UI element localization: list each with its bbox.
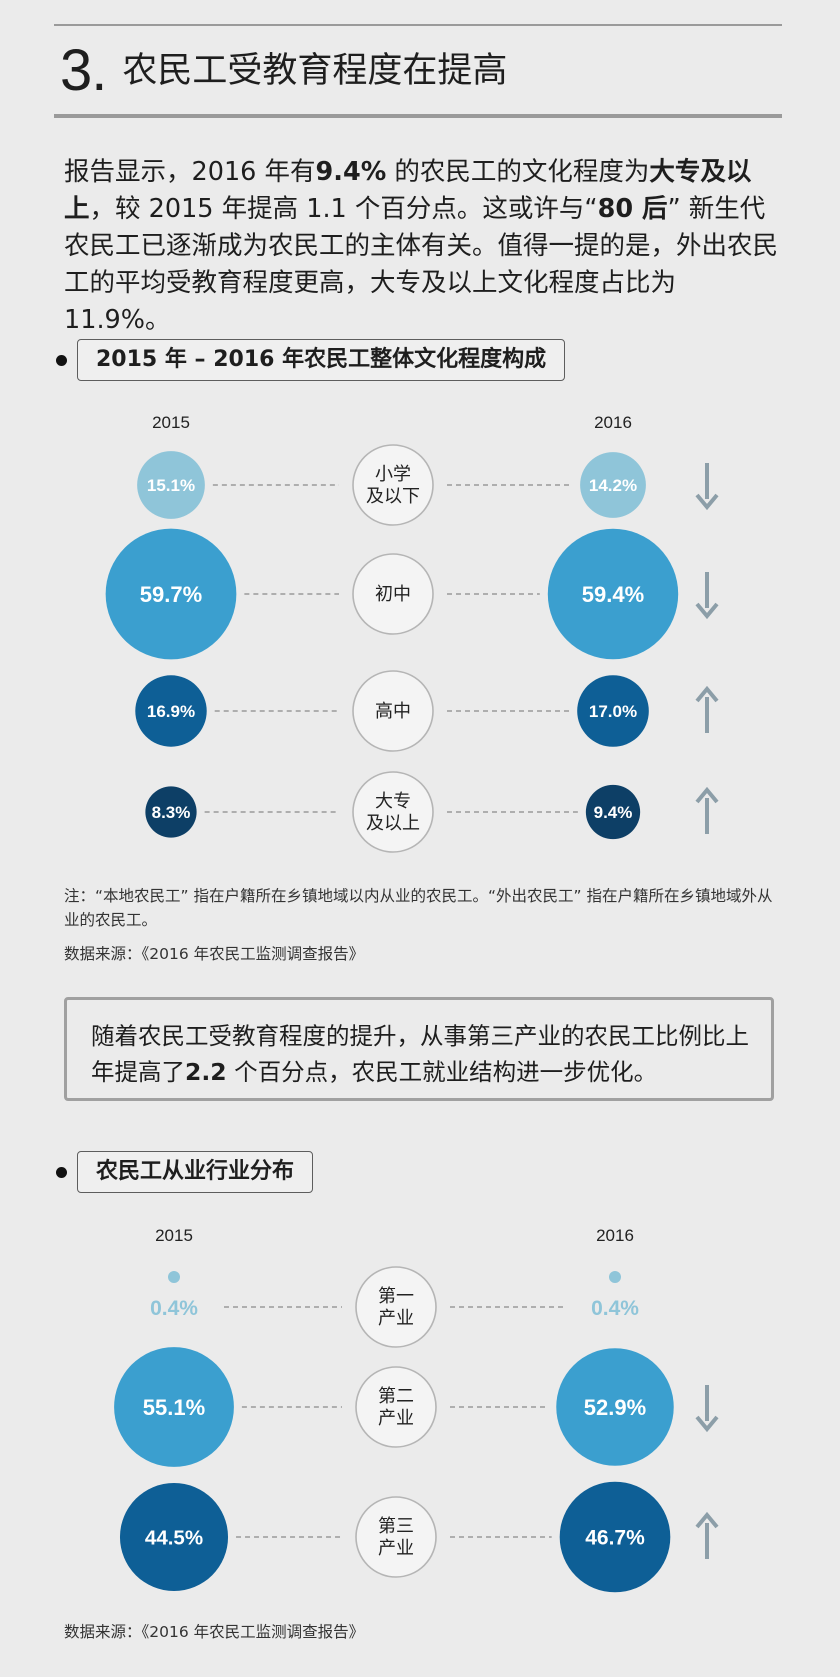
bubble-2016 [556,1348,674,1466]
value-label-2015: 55.1% [143,1395,205,1420]
value-label-2016: 0.4% [591,1297,639,1320]
callout-text-2: 个百分点，农民工就业结构进一步优化。 [226,1058,658,1086]
bubble-2015 [168,1271,180,1283]
section2-header: 农民工从业行业分布 [56,1151,314,1193]
section-title: 农民工受教育程度在提高 [122,50,508,91]
year-label-2016: 2016 [594,413,632,432]
value-label-2016: 52.9% [584,1395,646,1420]
value-label-2015: 59.7% [140,582,202,607]
page-title: 3. 农民工受教育程度在提高 [60,36,507,106]
arrow-up-icon [695,1511,719,1529]
value-label-2015: 16.9% [147,702,195,721]
chart2-source: 数据来源：《2016 年农民工监测调查报告》 [64,1623,365,1641]
bubble-2016 [585,784,641,840]
category-label: 及以下 [366,486,420,506]
intro-highlight-3: 80 后 [597,194,668,224]
value-label-2015: 0.4% [150,1297,198,1320]
bubble-2016 [580,452,646,518]
category-circle [352,444,434,526]
value-label-2015: 15.1% [147,476,195,495]
bullet-icon [56,354,67,366]
category-circle [355,1266,437,1348]
value-label-2016: 14.2% [589,476,637,495]
chart1-source: 数据来源：《2016 年农民工监测调查报告》 [64,945,365,963]
category-label: 高中 [375,701,411,721]
bullet-icon [56,1166,67,1178]
category-label: 第二 [378,1386,414,1406]
value-label-2016: 46.7% [585,1527,645,1550]
category-circle [355,1496,437,1578]
bubble-2015 [145,786,197,838]
value-label-2016: 59.4% [582,582,644,607]
arrow-up-icon [695,685,719,703]
bubble-2016 [559,1481,671,1593]
arrow-up-icon [695,786,719,804]
category-circle [355,1366,437,1448]
section2-heading: 农民工从业行业分布 [77,1151,314,1193]
intro-text-3: ，较 2015 年提高 1.1 个百分点。这或许与“ [89,194,598,224]
title-rule [54,114,782,118]
value-label-2016: 17.0% [589,702,637,721]
category-label: 第一 [378,1286,414,1306]
callout-highlight: 2.2 [185,1058,227,1086]
intro-highlight-2: 大专及以上 [64,157,752,224]
category-label: 第三 [378,1516,414,1536]
value-label-2015: 8.3% [152,803,191,822]
value-label-2015: 44.5% [145,1526,203,1549]
category-label: 初中 [375,584,411,604]
year-label-2015: 2015 [155,1226,193,1245]
year-label-2015: 2015 [152,413,190,432]
chart1-note: 注：“本地农民工” 指在户籍所在乡镇地域以内从业的农民工。“外出农民工” 指在户… [64,887,773,929]
category-label: 小学 [375,464,411,484]
bubble-2015 [137,451,205,519]
bubble-2015 [114,1347,234,1467]
section1-header: 2015 年 – 2016 年农民工整体文化程度构成 [56,339,566,381]
intro-paragraph: 报告显示，2016 年有9.4% 的农民工的文化程度为大专及以上，较 2015 … [64,154,784,339]
category-circle [352,771,434,853]
value-label-2016: 9.4% [594,803,633,822]
bubble-2016 [609,1271,621,1283]
category-label: 产业 [378,1538,414,1558]
section-number: 3. [60,38,107,103]
arrow-down-icon [695,602,719,620]
category-label: 及以上 [366,813,420,833]
intro-text-1: 报告显示，2016 年有 [64,157,316,187]
category-label: 产业 [378,1308,414,1328]
intro-highlight-1: 9.4% [315,157,387,187]
callout-text-1: 随着农民工受教育程度的提升，从事第三产业的农民工比例比上年提高了 [91,1022,749,1086]
arrow-down-icon [695,1415,719,1433]
category-label: 产业 [378,1408,414,1428]
intro-text-2: 的农民工的文化程度为 [386,157,650,187]
section1-heading: 2015 年 – 2016 年农民工整体文化程度构成 [77,339,566,381]
year-label-2016: 2016 [596,1226,634,1245]
intro-text-4: ” 新生代农民工已逐渐成为农民工的主体有关。值得一提的是，外出农民工的平均受教育… [64,194,779,335]
top-rule [54,24,782,26]
category-circle [352,670,434,752]
callout-box: 随着农民工受教育程度的提升，从事第三产业的农民工比例比上年提高了2.2 个百分点… [64,997,774,1101]
bubble-2015 [105,528,237,660]
bubble-2016 [547,528,679,660]
category-circle [352,553,434,635]
category-label: 大专 [375,791,411,811]
bubble-2016 [577,675,649,747]
bubble-2015 [135,675,207,747]
arrow-down-icon [695,493,719,511]
bubble-2015 [119,1482,229,1592]
